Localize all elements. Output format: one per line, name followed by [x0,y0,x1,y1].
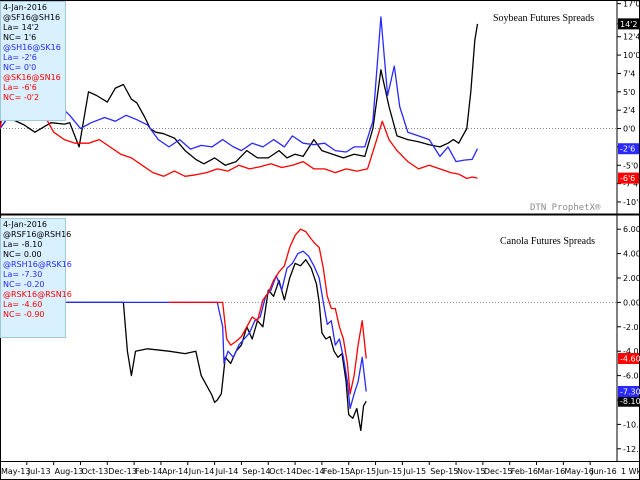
canola-y-tick-label: -2.00 [623,323,640,332]
soybean-legend-series-2-la: La= -2'6 [3,53,37,62]
soybean-legend-series-3-la: La= -6'6 [3,83,37,92]
soybean-legend-series-3-name: @SK16@SN16 [3,73,61,82]
canola-y-tick-label: 2.00 [623,274,640,283]
soybean-series-3-value-label: -6'6 [620,174,635,183]
soybean-series-2-value-badge [618,143,639,155]
canola-series-2-value-badge [618,385,639,397]
x-tick-label: Feb-16 [511,467,538,476]
soybean-legend-series-1-nc: NC= 1'6 [3,33,37,42]
soybean-series-1-line [0,23,479,166]
soybean-y-tick-label: -10'0 [623,198,640,207]
canola-series-3-value-label: -4.60 [620,355,640,364]
soybean-series-3-line [0,72,478,180]
x-tick-label: Oct-14 [269,467,296,476]
canola-legend-series-2-la: La= -7.30 [3,270,43,279]
canola-legend-series-3-la: La= -4.60 [3,300,43,309]
x-tick-label: Jun-16 [590,467,617,476]
canola-y-tick-label: 4.00 [623,250,640,259]
x-tick-label: Jun-14 [188,467,215,476]
x-tick-label: Jul-14 [215,467,239,476]
soybean-chart-title: Soybean Futures Spreads [493,13,595,24]
canola-y-tick-label: -10.00 [623,420,640,429]
x-tick-label: Apr-14 [162,467,188,476]
soybean-legend-series-2-name: @SH16@SK16 [3,43,61,52]
canola-series-3-line [169,228,367,395]
canola-chart-title: Canola Futures Spreads [500,236,595,247]
canola-series-3-value-badge [618,353,639,365]
x-tick-label: Dec-14 [296,467,325,476]
canola-y-tick-label: 0.00 [623,298,640,307]
x-tick-label: Mar-16 [538,467,566,476]
soybean-y-tick-label: 2'4 [623,106,635,115]
soybean-y-tick-label: 12'4 [623,33,640,42]
soybean-legend-series-2-nc: NC= 0'0 [3,63,37,72]
soybean-series-2-line [0,16,479,163]
canola-series-2-line [45,250,367,410]
x-tick-label: Aug-13 [55,467,84,476]
soybean-y-tick-label: 17'0 [623,0,640,9]
x-tick-label: Feb-14 [135,467,162,476]
x-tick-label: Jul-13 [27,467,51,476]
canola-legend-date: 4-Jan-2016 [3,220,47,229]
soybean-y-tick-label: 0'0 [623,125,635,134]
soybean-y-tick-label: -5'0 [623,161,638,170]
soybean-y-tick-label: 7'4 [623,69,635,78]
x-tick-label: Apr-15 [350,467,376,476]
soybean-series-1-value-badge [618,18,639,30]
soybean-y-tick-label: 5'0 [623,88,635,97]
canola-series-1-value-label: -8.10 [620,397,640,406]
soybean-series-2-value-label: -2'6 [620,145,635,154]
dtn-watermark: DTN ProphetX® [530,203,601,213]
x-tick-label: Feb-15 [323,467,350,476]
x-tick-label: Sep-14 [242,467,270,476]
soybean-legend: 4-Jan-2016 @SF16@SH16 La= 14'2 NC= 1'6 @… [0,1,66,121]
canola-legend-series-1-nc: NC= 0.00 [3,250,42,259]
x-tick-label: Sep-15 [430,467,458,476]
canola-legend-series-1-name: @RSF16@RSH16 [3,230,72,239]
canola-y-tick-label: -12.00 [623,445,640,454]
soybean-y-tick-label: -7'4 [623,180,638,189]
canola-series-1-value-badge [618,395,639,407]
soybean-legend-series-3-nc: NC= -0'2 [3,93,40,102]
x-tick-label: Dec-13 [108,467,137,476]
timeframe-label: 1 Wk [621,467,640,476]
soybean-series-1-value-label: 14'2 [620,20,637,29]
canola-legend: 4-Jan-2016 @RSF16@RSH16 La= -8.10 NC= 0.… [0,218,72,338]
x-tick-label: Jun-15 [376,467,403,476]
canola-legend-series-3-name: @RSK16@RSN16 [3,290,72,299]
x-tick-label: Jul-15 [402,467,426,476]
canola-legend-series-2-name: @RSH16@RSK16 [3,260,72,269]
soybean-y-tick-label: 10'0 [623,51,640,60]
soybean-legend-series-1-name: @SF16@SH16 [3,13,61,22]
x-tick-label: Oct-13 [81,467,108,476]
x-tick-label: Nov-15 [457,467,485,476]
canola-legend-series-3-nc: NC= -0.90 [3,310,45,319]
canola-y-tick-label: -6.00 [623,372,640,381]
soybean-legend-date: 4-Jan-2016 [3,3,47,12]
canola-legend-series-1-la: La= -8.10 [3,240,43,249]
canola-series-2-value-label: -7.30 [620,387,640,396]
x-tick-label: May-16 [564,467,593,476]
canola-y-tick-label: -4.00 [623,347,640,356]
x-tick-label: May-13 [1,467,30,476]
canola-legend-series-2-nc: NC= -0.20 [3,280,45,289]
canola-y-tick-label: 6.00 [623,225,640,234]
soybean-series-3-value-badge [618,172,639,184]
x-tick-label: Dec-15 [484,467,513,476]
canola-series-1-line [45,259,367,432]
soybean-legend-series-1-la: La= 14'2 [3,23,40,32]
